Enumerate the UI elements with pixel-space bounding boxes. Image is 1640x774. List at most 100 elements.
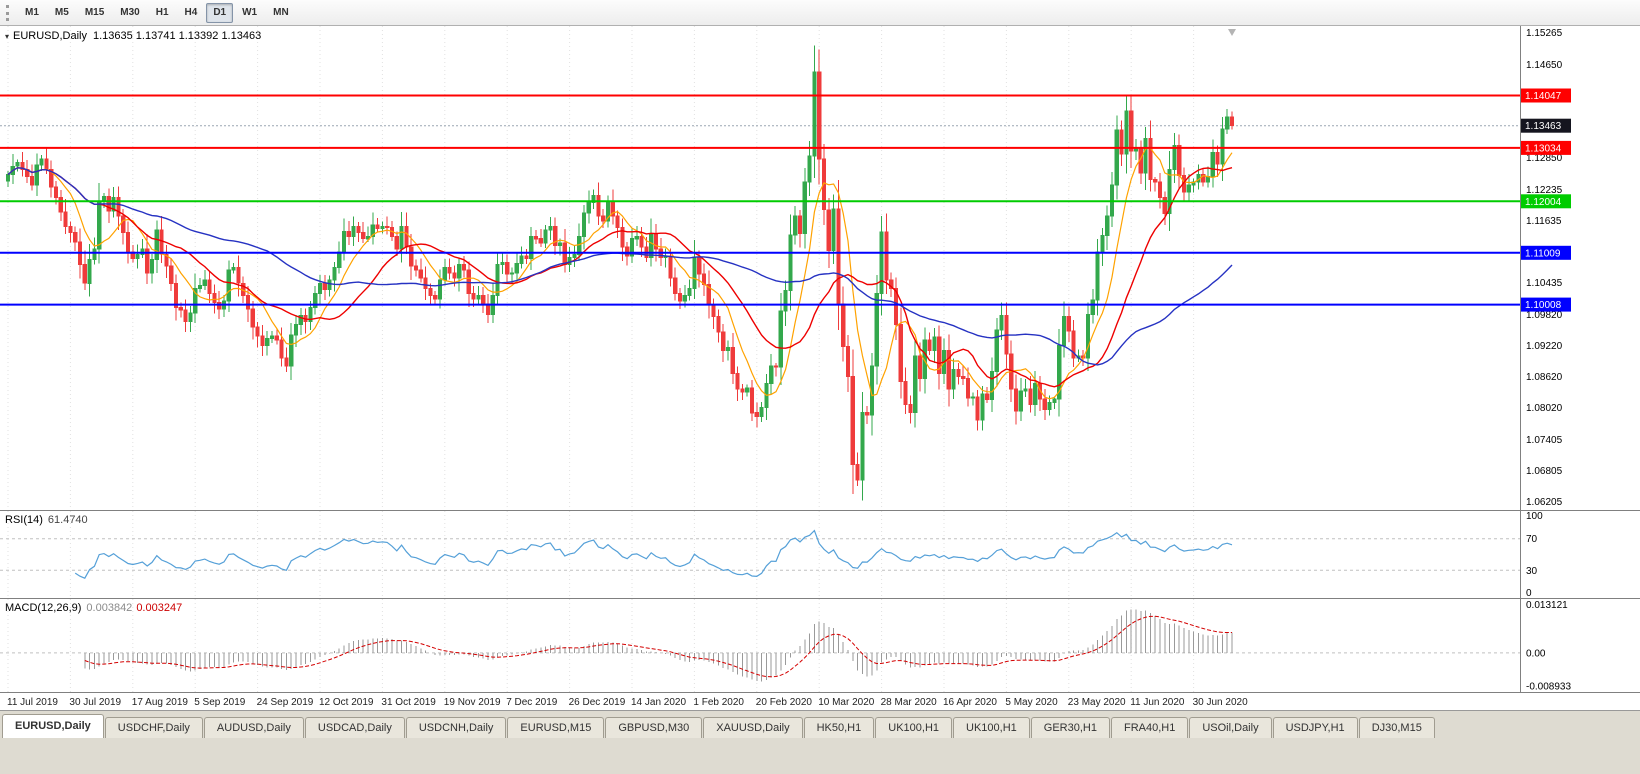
timeframe-button-h4[interactable]: H4 xyxy=(184,6,198,18)
svg-text:1.14047: 1.14047 xyxy=(1525,91,1562,102)
timeframe-button-m30[interactable]: M30 xyxy=(120,6,140,18)
chart-tab-usdcnh-daily[interactable]: USDCNH,Daily xyxy=(405,717,507,738)
price-badge-resistance-level: 1.14047 xyxy=(1521,88,1571,103)
price-axis-label: 1.14650 xyxy=(1526,60,1563,71)
chart-tab-bar: EURUSD,Daily USDCHF,Daily AUDUSD,Daily USDC… xyxy=(0,710,1640,774)
chart-tab-fra40-h1[interactable]: FRA40,H1 xyxy=(1110,717,1189,738)
timeframe-button-w1[interactable]: W1 xyxy=(242,6,258,18)
moving-average-ma-fast xyxy=(7,147,1233,400)
rsi-axis-label: 100 xyxy=(1526,511,1543,522)
price-badge-support-level: 1.10008 xyxy=(1521,297,1571,312)
svg-text:1.11009: 1.11009 xyxy=(1525,248,1561,259)
rsi-indicator-panel: 100 70 30 0 RSI(14) 61.4740 xyxy=(0,510,1640,598)
time-axis[interactable]: 11 Jul 2019 30 Jul 2019 17 Aug 2019 5 Sep 2… xyxy=(0,692,1640,710)
chart-tab-usdjpy-h1[interactable]: USDJPY,H1 xyxy=(1272,717,1358,738)
price-axis-label: 1.12235 xyxy=(1526,185,1563,196)
timeframe-button-h1[interactable]: H1 xyxy=(155,6,169,18)
macd-name: MACD(12,26,9) xyxy=(5,602,82,614)
timeframe-button-d1[interactable]: D1 xyxy=(206,2,234,23)
time-axis-label: 30 Jun 2020 xyxy=(1193,697,1248,708)
macd-panel-surface[interactable]: 0.013121 0.00 -0.008933 xyxy=(0,599,1640,692)
macd-label: MACD(12,26,9) 0.003842 0.003247 xyxy=(5,602,182,614)
price-axis-label: 1.12850 xyxy=(1526,153,1563,164)
price-axis-label: 1.06205 xyxy=(1526,497,1563,508)
macd-axis-label: 0.013121 xyxy=(1526,600,1568,611)
price-axis-label: 1.15265 xyxy=(1526,28,1563,39)
timeframe-toolbar: M1 M5 M15 M30 H1 H4 D1 W1 MN xyxy=(0,0,1640,26)
price-axis-label: 1.08620 xyxy=(1526,372,1563,383)
price-chart-surface[interactable]: 1.15265 1.14650 1.12850 1.12235 1.11635 1.104… xyxy=(0,26,1640,510)
collapse-arrow-icon[interactable]: ▾ xyxy=(5,32,10,41)
time-axis-label: 1 Feb 2020 xyxy=(693,697,744,708)
time-axis-label: 24 Sep 2019 xyxy=(257,697,314,708)
time-axis-label: 14 Jan 2020 xyxy=(631,697,686,708)
svg-text:1.12004: 1.12004 xyxy=(1525,197,1562,208)
macd-value-signal: 0.003247 xyxy=(136,602,183,614)
timeframe-button-mn[interactable]: MN xyxy=(273,6,289,18)
price-badge-support-level: 1.12004 xyxy=(1521,194,1571,209)
chart-tab-audusd-daily[interactable]: AUDUSD,Daily xyxy=(203,717,304,738)
chart-tab-hk50-h1[interactable]: HK50,H1 xyxy=(803,717,875,738)
price-chart-panel: 1.15265 1.14650 1.12850 1.12235 1.11635 1.104… xyxy=(0,26,1640,510)
rsi-value: 61.4740 xyxy=(47,514,88,526)
time-axis-label: 5 May 2020 xyxy=(1005,697,1058,708)
time-axis-label: 16 Apr 2020 xyxy=(943,697,997,708)
rsi-panel-surface[interactable]: 100 70 30 0 xyxy=(0,511,1640,598)
chart-tab-dj30-m15[interactable]: DJ30,M15 xyxy=(1358,717,1435,738)
price-badge-support-level: 1.11009 xyxy=(1521,245,1571,260)
time-axis-label: 5 Sep 2019 xyxy=(194,697,246,708)
chart-ohlc-values: 1.13635 1.13741 1.13392 1.13463 xyxy=(92,30,262,42)
time-axis-label: 10 Mar 2020 xyxy=(818,697,875,708)
macd-signal-line xyxy=(84,615,1232,678)
chart-tab-uk100-h1[interactable]: UK100,H1 xyxy=(875,717,953,738)
time-axis-label: 12 Oct 2019 xyxy=(319,697,374,708)
chart-shift-marker[interactable] xyxy=(1228,29,1236,36)
time-axis-label: 11 Jul 2019 xyxy=(7,697,58,708)
macd-axis-label: -0.008933 xyxy=(1526,681,1571,692)
chart-tab-xauusd-daily[interactable]: XAUUSD,Daily xyxy=(703,717,803,738)
price-axis-label: 1.10435 xyxy=(1526,278,1563,289)
svg-text:1.13034: 1.13034 xyxy=(1525,143,1562,154)
rsi-name: RSI(14) xyxy=(5,514,43,526)
timeframe-button-m15[interactable]: M15 xyxy=(84,6,105,18)
toolbar-drag-handle[interactable] xyxy=(6,4,10,21)
time-axis-label: 7 Dec 2019 xyxy=(506,697,558,708)
macd-histogram xyxy=(84,609,1233,682)
svg-text:1.13463: 1.13463 xyxy=(1525,121,1562,132)
svg-text:1.10008: 1.10008 xyxy=(1525,300,1562,311)
chart-tab-usdcad-daily[interactable]: USDCAD,Daily xyxy=(304,717,405,738)
rsi-axis-label: 0 xyxy=(1526,588,1532,598)
rsi-axis-label: 30 xyxy=(1526,566,1538,577)
chart-tab-eurusd-m15[interactable]: EURUSD,M15 xyxy=(507,717,605,738)
timeframe-button-m5[interactable]: M5 xyxy=(54,6,69,18)
chart-tab-ger30-h1[interactable]: GER30,H1 xyxy=(1030,717,1110,738)
timeframe-buttons: M1 M5 M15 M30 H1 H4 D1 W1 MN xyxy=(17,2,297,23)
chart-tab-gbpusd-m30[interactable]: GBPUSD,M30 xyxy=(605,717,703,738)
price-badge-current-price: 1.13463 xyxy=(1521,118,1571,133)
chart-tab-usdchf-daily[interactable]: USDCHF,Daily xyxy=(104,717,203,738)
timeframe-button-m1[interactable]: M1 xyxy=(25,6,39,18)
time-axis-label: 23 May 2020 xyxy=(1068,697,1126,708)
price-axis-label: 1.09220 xyxy=(1526,341,1563,352)
time-axis-label: 17 Aug 2019 xyxy=(132,697,189,708)
price-badge-resistance-level: 1.13034 xyxy=(1521,140,1571,155)
macd-value-main: 0.003842 xyxy=(86,602,133,614)
price-axis-label: 1.06805 xyxy=(1526,466,1563,477)
price-axis-label: 1.08020 xyxy=(1526,403,1563,414)
moving-average-ma-mid xyxy=(7,167,1233,388)
chart-tab-usoil-daily[interactable]: USOil,Daily xyxy=(1189,717,1272,738)
time-axis-label: 30 Jul 2019 xyxy=(69,697,121,708)
rsi-axis-label: 70 xyxy=(1526,534,1538,545)
price-axis-label: 1.11635 xyxy=(1526,216,1562,227)
chart-symbol-label: EURUSD,Daily xyxy=(13,30,87,42)
time-axis-label: 19 Nov 2019 xyxy=(444,697,501,708)
rsi-line xyxy=(74,529,1233,579)
price-axis-label: 1.07405 xyxy=(1526,435,1563,446)
macd-axis-label: 0.00 xyxy=(1526,648,1546,659)
time-axis-label: 20 Feb 2020 xyxy=(756,697,813,708)
chart-tab-uk100-h1[interactable]: UK100,H1 xyxy=(953,717,1030,738)
chart-tab-eurusd-daily[interactable]: EURUSD,Daily xyxy=(2,714,104,738)
chart-tabs: EURUSD,Daily USDCHF,Daily AUDUSD,Daily USDC… xyxy=(2,714,1640,738)
rsi-label: RSI(14) 61.4740 xyxy=(5,514,88,526)
